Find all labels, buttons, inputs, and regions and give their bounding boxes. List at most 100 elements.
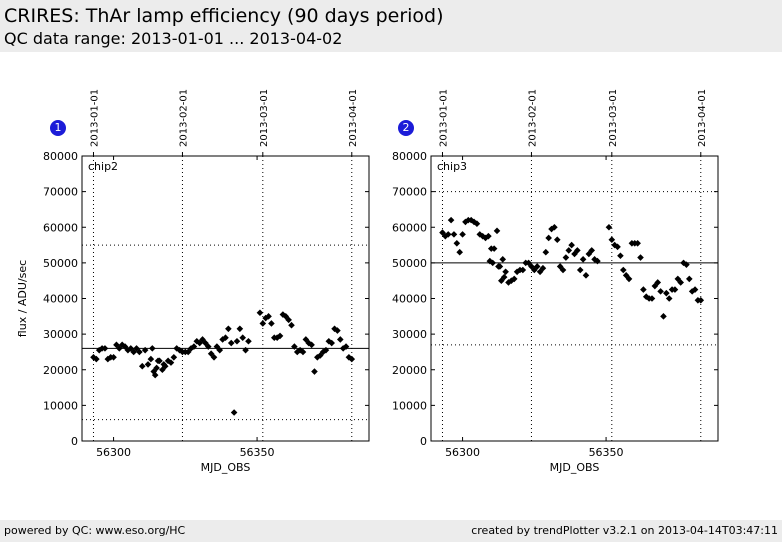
y-tick-label: 20000 [43, 364, 78, 377]
data-point [697, 296, 705, 304]
data-point [619, 266, 627, 274]
data-point [663, 289, 670, 297]
data-point [265, 313, 272, 320]
date-tick-label: 2013-03-01 [608, 89, 619, 147]
data-point [288, 321, 295, 329]
page-title: CRIRES: ThAr lamp efficiency (90 days pe… [4, 5, 444, 27]
data-point [268, 320, 275, 327]
footer-created: created by trendPlotter v3.2.1 on 2013-0… [471, 524, 778, 537]
data-point [170, 353, 178, 361]
report-footer: powered by QC: www.eso.org/HC created by… [0, 520, 782, 542]
y-tick-label: 50000 [392, 257, 427, 270]
data-point [222, 334, 229, 341]
data-point [571, 250, 578, 258]
data-point [262, 314, 269, 322]
data-point [127, 345, 135, 352]
data-point [642, 293, 650, 301]
data-point [634, 239, 641, 247]
data-point [490, 245, 498, 252]
data-point [499, 256, 507, 263]
data-point [456, 248, 463, 256]
data-point [314, 353, 321, 361]
data-point [608, 236, 616, 244]
data-point [337, 336, 344, 343]
data-point [551, 223, 558, 231]
x-tick-label: 56350 [240, 446, 275, 459]
y-tick-label: 20000 [392, 364, 427, 377]
date-tick-label: 2013-02-01 [527, 89, 538, 147]
data-point [93, 355, 100, 363]
data-point [576, 266, 584, 274]
data-point [508, 277, 515, 284]
data-point [660, 313, 667, 320]
data-point [496, 263, 504, 270]
data-point [196, 339, 203, 347]
data-point [467, 216, 475, 224]
panel-label: chip3 [437, 160, 467, 173]
data-point [594, 257, 601, 265]
data-point [486, 257, 494, 265]
data-point [648, 295, 656, 302]
data-point [328, 339, 335, 347]
data-point [671, 286, 679, 293]
data-point [216, 346, 224, 354]
data-point [322, 346, 330, 354]
data-point [213, 343, 221, 350]
data-point [207, 350, 215, 358]
data-point [519, 266, 527, 274]
date-tick-label: 2013-04-01 [697, 89, 708, 147]
data-point [236, 325, 244, 333]
data-point [565, 247, 573, 254]
data-point [225, 325, 232, 333]
data-point [124, 346, 132, 354]
data-point [190, 343, 198, 350]
data-point [285, 316, 292, 324]
data-point [282, 313, 290, 320]
data-point [533, 263, 541, 270]
data-point [153, 364, 160, 372]
data-point [334, 327, 341, 334]
page-subtitle: QC data range: 2013-01-01 ... 2013-04-02 [4, 29, 343, 48]
data-point [233, 337, 241, 345]
panel-2-badge[interactable]: 2 [398, 120, 414, 136]
y-tick-label: 40000 [43, 293, 78, 306]
plot-frame [81, 155, 370, 442]
x-tick-label: 56300 [445, 446, 480, 459]
data-point [141, 346, 149, 354]
data-point [308, 341, 315, 349]
data-point [239, 334, 247, 341]
footer-credit[interactable]: powered by QC: www.eso.org/HC [4, 524, 186, 537]
data-point [617, 252, 624, 260]
y-tick-label: 50000 [43, 257, 78, 270]
data-point [473, 220, 481, 227]
data-point [447, 216, 455, 224]
data-point [259, 320, 267, 327]
data-point [502, 268, 509, 276]
data-point [459, 231, 466, 238]
date-tick-label: 2013-01-01 [438, 89, 449, 147]
data-point [444, 231, 452, 238]
data-point [156, 357, 163, 365]
data-point [553, 236, 561, 244]
data-point [677, 279, 684, 286]
data-point [276, 332, 284, 340]
y-tick-label: 30000 [43, 328, 78, 341]
data-point [204, 343, 212, 350]
data-point [559, 266, 567, 274]
data-point [654, 279, 662, 286]
y-tick-label: 60000 [43, 221, 78, 234]
date-tick-label: 2013-03-01 [259, 89, 270, 147]
data-point [683, 261, 690, 268]
data-point [453, 239, 461, 247]
data-point [151, 371, 159, 379]
data-point [657, 288, 664, 295]
data-point [144, 361, 152, 368]
data-point [256, 309, 264, 317]
data-point [651, 282, 659, 290]
x-axis-label: MJD_OBS [201, 461, 251, 474]
panel-1-badge[interactable]: 1 [50, 120, 66, 136]
data-point [342, 343, 350, 350]
data-point [147, 355, 155, 363]
